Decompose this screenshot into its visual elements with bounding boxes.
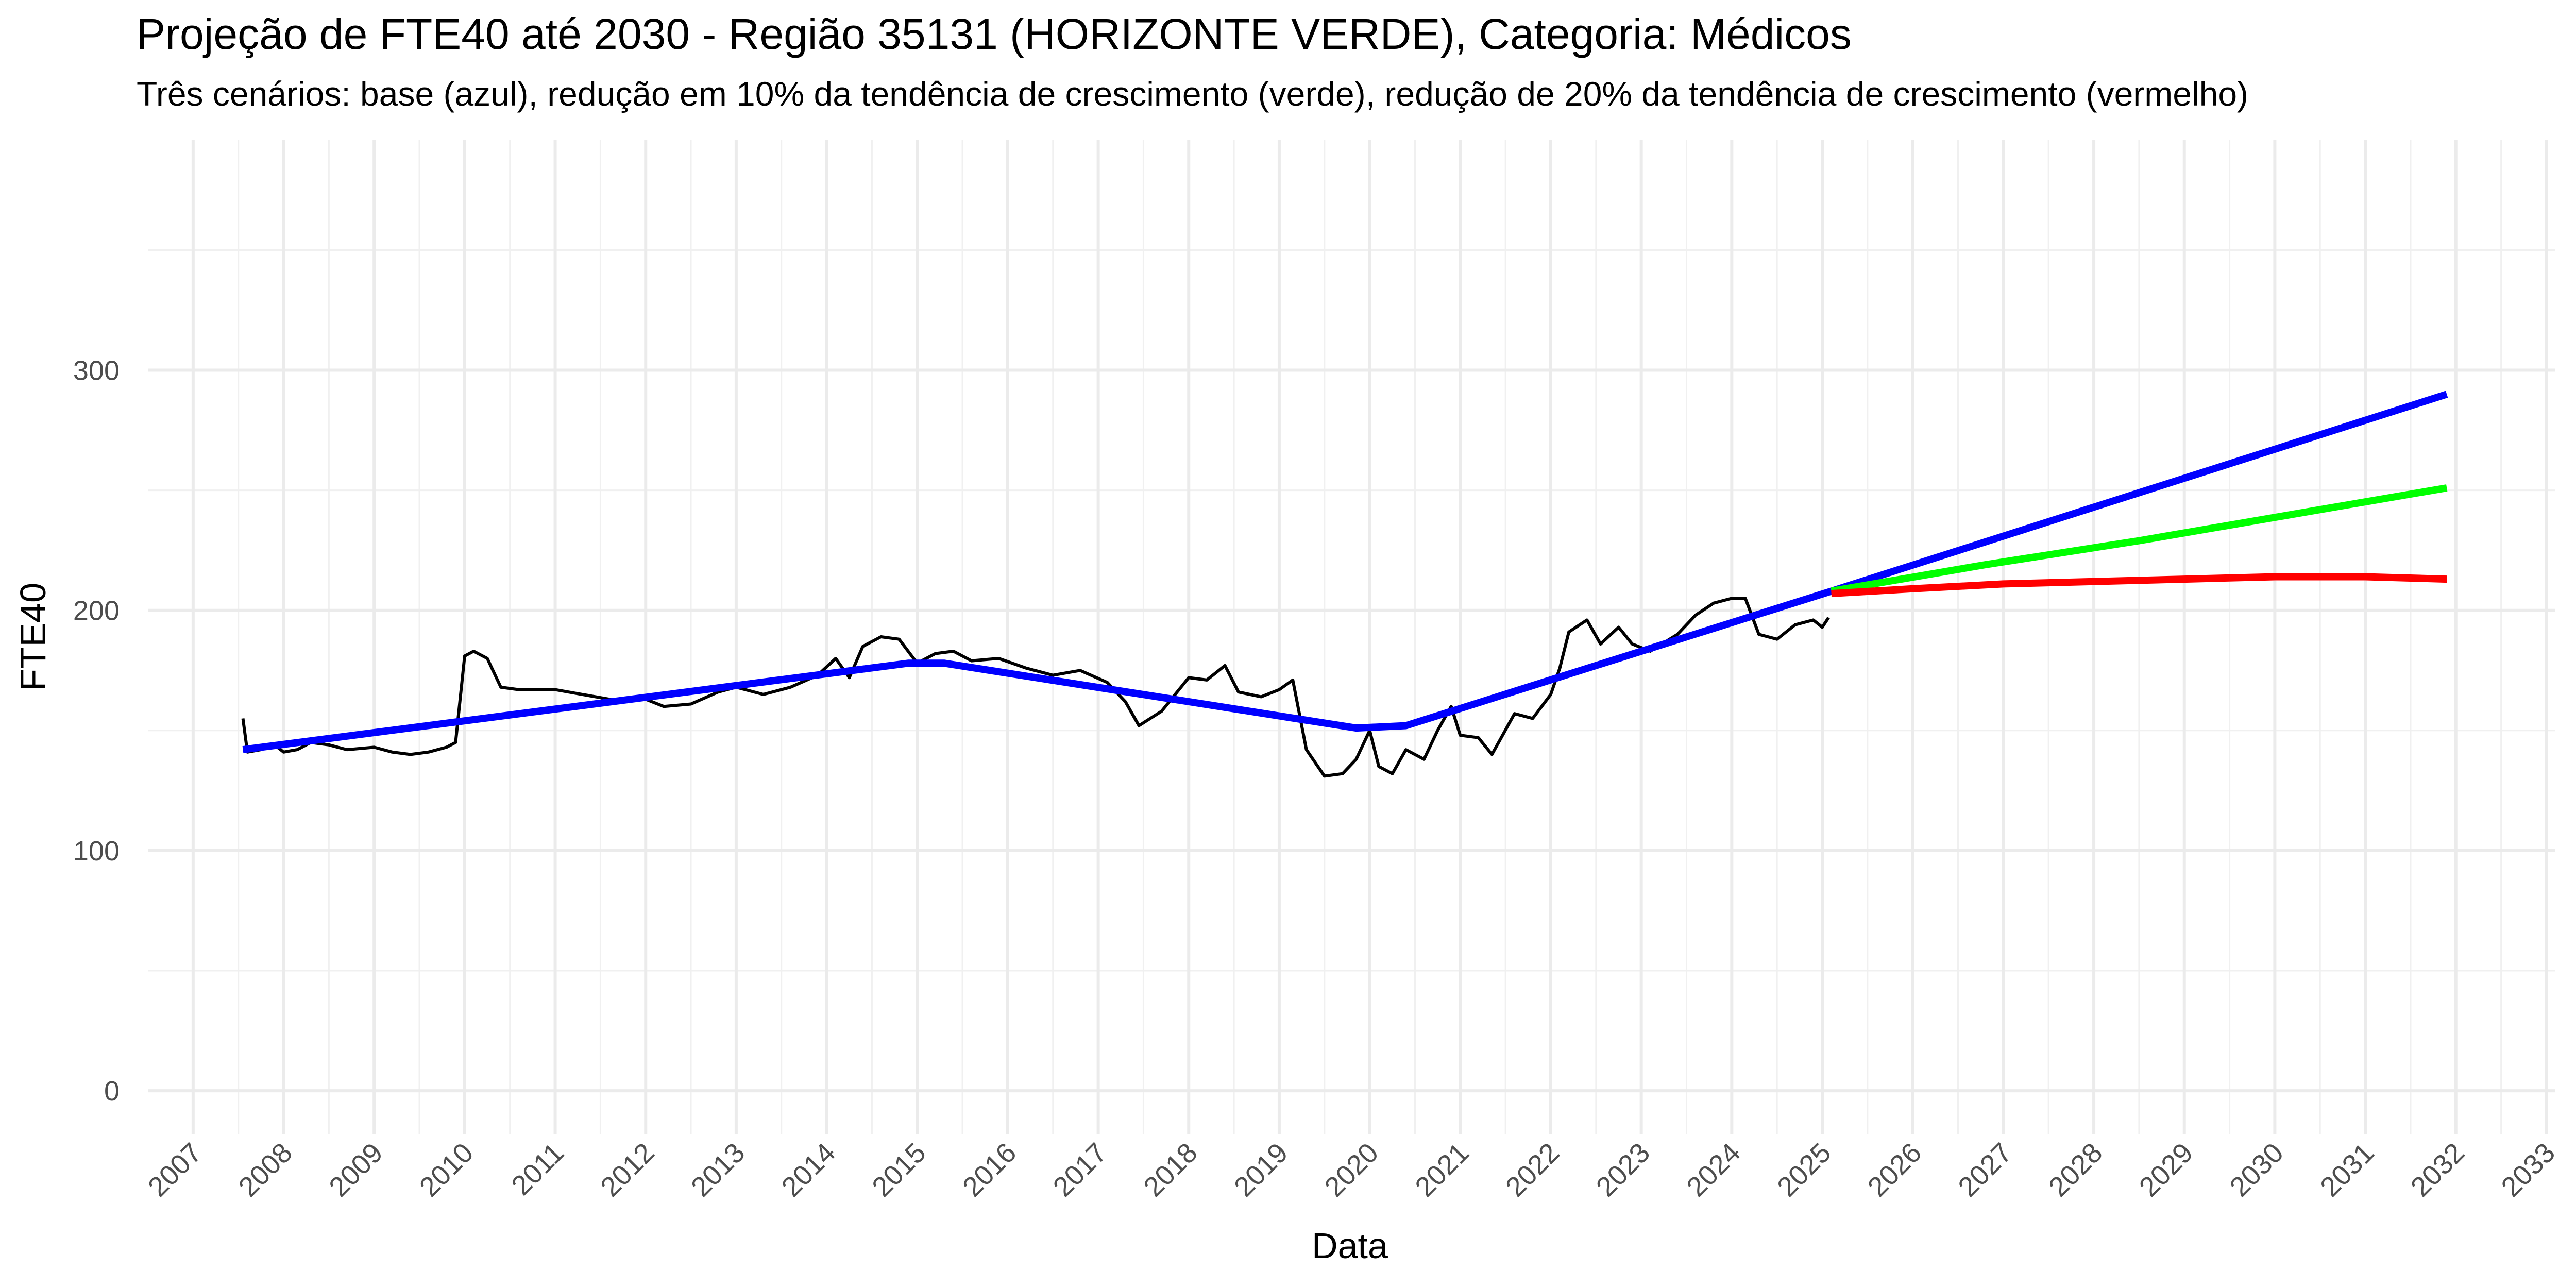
y-tick-label: 200	[73, 596, 120, 626]
series-line	[1831, 484, 2448, 595]
y-tick-label: 100	[73, 836, 120, 867]
chart-title: Projeção de FTE40 até 2030 - Região 3513…	[137, 10, 1852, 58]
y-tick-label: 0	[104, 1076, 120, 1107]
chart-subtitle: Três cenários: base (azul), redução em 1…	[137, 75, 2248, 113]
y-axis-title: FTE40	[13, 583, 53, 691]
y-tick-label: 300	[73, 355, 120, 386]
plot-area	[241, 391, 2448, 778]
series-line	[1831, 573, 2447, 598]
x-axis-title: Data	[1312, 1226, 1388, 1266]
